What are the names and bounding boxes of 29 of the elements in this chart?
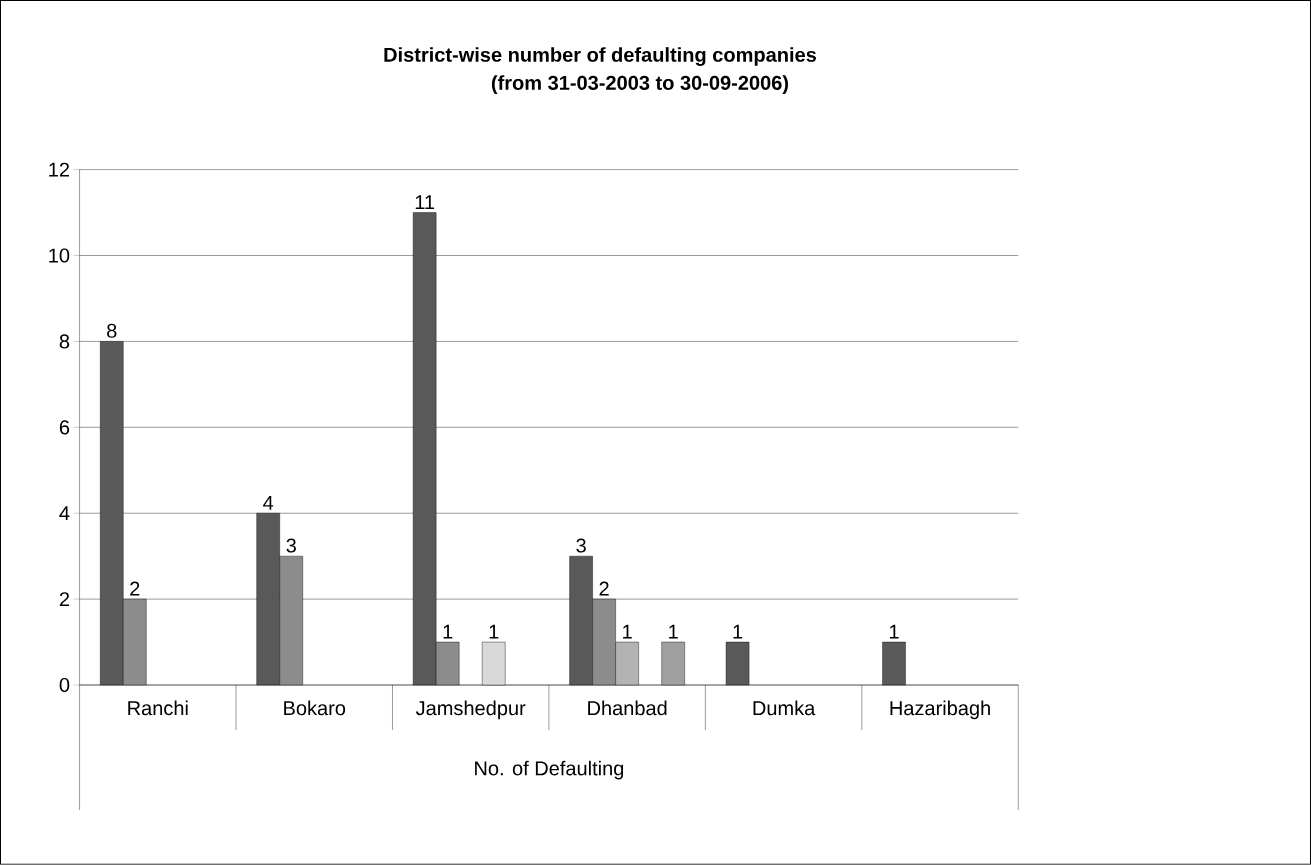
y-tick-label: 4 [59, 506, 70, 521]
y-tick-label: 10 [49, 248, 70, 263]
data-label: 2 [599, 581, 609, 596]
chart-title: District-wise number of defaulting companies [384, 47, 817, 67]
x-tick-label: Ranchi [128, 700, 188, 716]
data-label: 1 [443, 624, 453, 639]
x-tick-label: Dhanbad [588, 700, 667, 716]
data-label: 11 [415, 195, 435, 210]
data-label: 1 [889, 624, 899, 639]
data-label: 8 [107, 323, 117, 339]
x-tick-label: Dumka [753, 700, 816, 716]
x-tick-label: Bokaro [284, 700, 346, 716]
y-tick-label: 8 [59, 334, 70, 349]
data-label: 1 [733, 624, 743, 639]
data-label: 1 [489, 624, 499, 639]
data-label: 1 [669, 624, 678, 639]
data-label: 2 [130, 581, 140, 596]
chart-subtitle: (from 31-03-2003 to 30-09-2006) [491, 75, 789, 95]
y-tick-label: 6 [59, 420, 70, 435]
x-tick-label: Jamshedpur [415, 700, 526, 720]
data-label: 4 [263, 496, 274, 510]
y-tick-label: 12 [49, 162, 70, 177]
y-tick-label: 2 [59, 592, 70, 607]
x-axis-title: No. of Defaulting [475, 760, 624, 780]
data-label: 1 [623, 624, 632, 639]
data-label: 3 [576, 538, 586, 553]
data-label: 3 [286, 538, 296, 553]
y-tick-label: 0 [59, 678, 70, 693]
x-tick-label: Hazaribagh [890, 700, 990, 720]
